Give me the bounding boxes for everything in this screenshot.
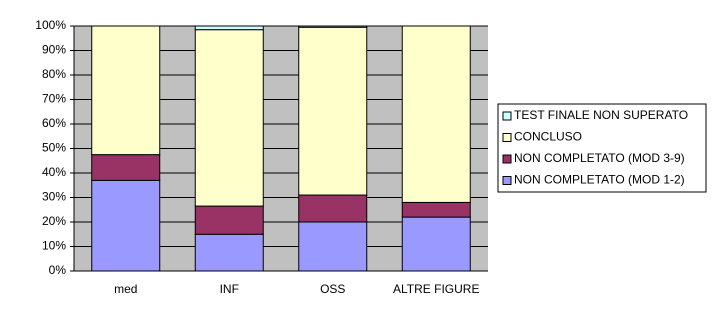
- bar-segment: [401, 25, 471, 203]
- y-tick-label: 40%: [42, 165, 66, 179]
- bar-segment: [194, 29, 264, 207]
- bar-segment: [194, 205, 264, 235]
- x-tick-label: med: [114, 282, 137, 296]
- y-tick-label: 90%: [42, 43, 66, 57]
- y-tick-label: 70%: [42, 92, 66, 106]
- legend-swatch: [502, 111, 512, 121]
- bar-segment: [91, 179, 161, 272]
- bar-segment: [298, 25, 368, 28]
- x-tick-label: INF: [220, 282, 239, 296]
- legend-swatch: [502, 176, 512, 185]
- y-tick-label: 20%: [42, 214, 66, 228]
- y-tick-label: 0%: [49, 263, 67, 277]
- y-tick-label: 100%: [35, 18, 66, 32]
- bar-segment: [194, 25, 264, 31]
- bar-segment: [91, 25, 161, 156]
- legend-label: CONCLUSO: [514, 130, 582, 144]
- bar-segment: [91, 154, 161, 181]
- x-tick-label: ALTRE FIGURE: [393, 282, 479, 296]
- y-tick-label: 30%: [42, 190, 66, 204]
- bar-segment: [194, 233, 264, 272]
- y-tick-label: 50%: [42, 141, 66, 155]
- bar-segment: [298, 26, 368, 196]
- legend-box: [497, 103, 707, 193]
- legend-swatch: [502, 133, 512, 142]
- legend-label: TEST FINALE NON SUPERATO: [514, 108, 688, 122]
- bar-segment: [298, 221, 368, 272]
- legend-label: NON COMPLETATO (MOD 3-9): [514, 151, 685, 165]
- y-tick-label: 60%: [42, 116, 66, 130]
- bar-segment: [401, 201, 471, 218]
- legend-swatch: [502, 154, 512, 164]
- bar-segment: [401, 216, 471, 272]
- legend-label: NON COMPLETATO (MOD 1-2): [514, 173, 685, 187]
- bar-segment: [298, 194, 368, 223]
- x-tick-label: OSS: [320, 282, 345, 296]
- y-tick-label: 80%: [42, 67, 66, 81]
- y-tick-label: 10%: [42, 239, 66, 253]
